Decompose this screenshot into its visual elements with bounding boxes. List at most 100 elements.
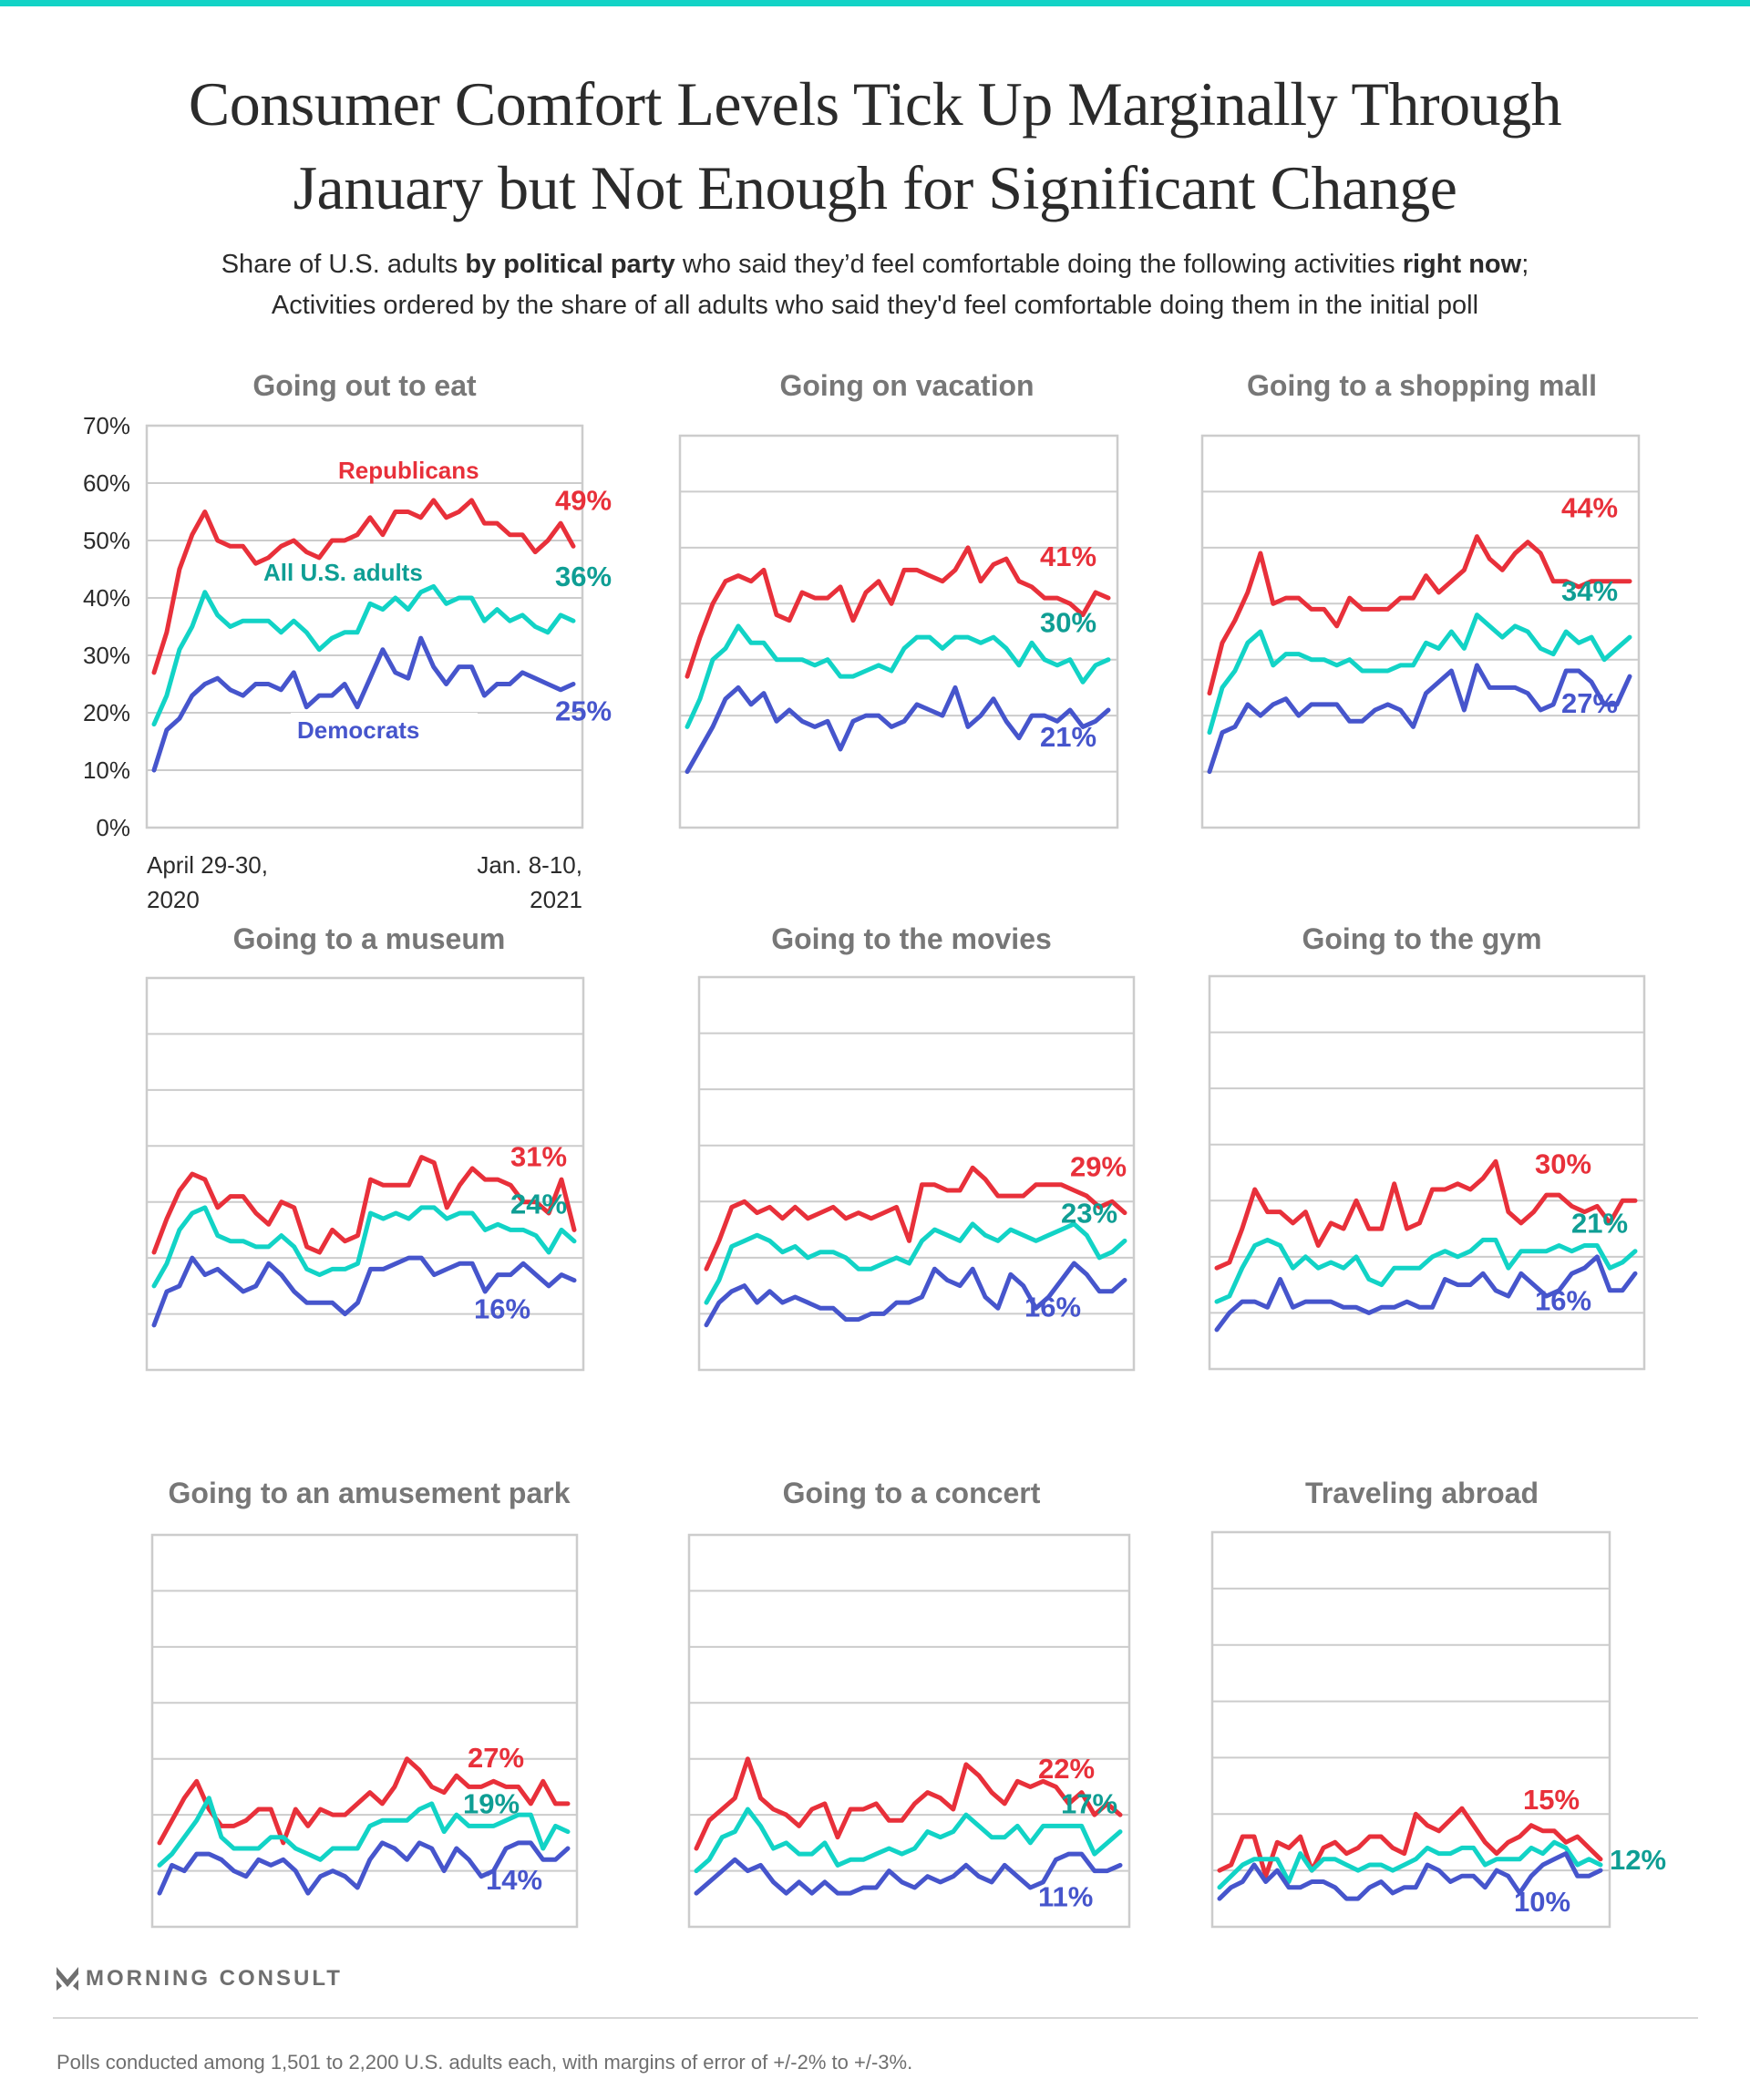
series-line-all_adults [685, 623, 1111, 729]
chart-amusement-park: 27% 19% 14% [150, 1533, 579, 1929]
series-line-democrats [1214, 1254, 1638, 1333]
chart-concert: 22%17% 11% [687, 1533, 1131, 1929]
panel-title-out-to-eat: Going out to eat [252, 369, 477, 402]
subtitle-segment: Share of U.S. adults [221, 250, 466, 279]
series-line-all_adults [1214, 1237, 1638, 1304]
plot-frame [1200, 434, 1641, 829]
plot-frame [145, 976, 585, 1372]
panel-title-museum: Going to a museum [232, 922, 506, 955]
panel-title-vacation: Going on vacation [779, 369, 1035, 402]
end-value-label-republicans: 30% [1535, 1148, 1591, 1179]
chart-vacation: 41% 30% 21% [678, 434, 1119, 829]
series-line-democrats [1207, 663, 1632, 775]
panel-title-concert: Going to a concert [782, 1477, 1041, 1509]
plot-frame [150, 1533, 579, 1929]
end-value-label-democrats: 11% [1038, 1880, 1093, 1912]
series-line-republicans [157, 1756, 571, 1846]
end-value-label-all_adults: 12% [1610, 1844, 1666, 1876]
title-line-2: January but Not Enough for Significant C… [293, 153, 1457, 222]
end-value-label-republicans: 29% [1070, 1151, 1127, 1183]
series-line-democrats [1217, 1851, 1603, 1901]
end-value-label-democrats: 16% [1535, 1284, 1591, 1316]
series-line-all_adults [1207, 612, 1632, 736]
series-line-republicans [1207, 534, 1632, 696]
x-start-label: 2020 [147, 886, 200, 913]
page-title: Consumer Comfort Levels Tick Up Marginal… [0, 62, 1750, 230]
chart-movies: 29% 23% 16% [697, 975, 1136, 1372]
series-line-democrats [704, 1261, 1127, 1328]
morning-consult-logo-icon [57, 1967, 78, 1991]
subtitle-segment: ; [1521, 250, 1529, 279]
series-line-republicans [1217, 1806, 1603, 1879]
series-line-all_adults [151, 1205, 577, 1289]
end-value-label-all_adults: 23% [1061, 1197, 1117, 1229]
end-value-label-republicans: 41% [1040, 540, 1096, 572]
end-value-label-all_adults: 17% [1061, 1788, 1117, 1820]
series-line-republicans [151, 1155, 577, 1255]
plot-frame [1208, 974, 1646, 1371]
top-accent-bar [0, 0, 1750, 6]
series-name-label-republicans: Republicans [338, 457, 479, 484]
series-name-label-all_adults: All U.S. adults [263, 559, 423, 586]
series-name-label-democrats: Democrats [297, 716, 419, 744]
end-value-label-republicans: 15% [1523, 1784, 1580, 1816]
series-line-democrats [151, 1255, 577, 1328]
series-line-all_adults [151, 583, 576, 727]
end-value-label-all_adults: 24% [510, 1189, 567, 1220]
chart-gym: 30% 21% 16% [1208, 974, 1646, 1371]
end-value-label-republicans: 22% [1038, 1753, 1095, 1785]
series-line-democrats [157, 1840, 571, 1896]
end-value-label-democrats: 27% [1561, 687, 1618, 719]
end-value-label-democrats: 25% [555, 695, 612, 727]
end-value-label-democrats: 16% [474, 1293, 530, 1325]
subtitle-segment: who said they’d feel comfortable doing t… [674, 250, 1403, 279]
series-line-republicans [151, 498, 576, 675]
series-line-republicans [685, 545, 1111, 679]
end-value-label-republicans: 31% [510, 1140, 567, 1172]
end-value-label-republicans: 27% [468, 1742, 524, 1774]
plot-frame [687, 1533, 1131, 1929]
plot-frame [1210, 1530, 1611, 1929]
y-tick-label: 0% [96, 814, 130, 841]
x-end-label: 2021 [530, 886, 582, 913]
y-tick-label: 50% [83, 527, 130, 554]
x-end-label: Jan. 8-10, [477, 851, 582, 879]
panel-title-movies: Going to the movies [771, 922, 1052, 955]
panel-title-gym: Going to the gym [1302, 922, 1542, 955]
footnote: Polls conducted among 1,501 to 2,200 U.S… [57, 2051, 913, 2074]
series-line-all_adults [157, 1796, 571, 1868]
label-backing [291, 713, 478, 746]
end-value-label-all_adults: 34% [1561, 575, 1618, 607]
y-tick-label: 30% [83, 642, 130, 669]
chart-traveling-abroad: 15% 12% 10% [1210, 1530, 1666, 1929]
chart-museum: 31% 24% 16% [145, 976, 585, 1372]
panel-title-amusement-park: Going to an amusement park [168, 1477, 571, 1509]
series-line-republicans [704, 1165, 1127, 1271]
series-line-republicans [694, 1756, 1123, 1851]
title-line-1: Consumer Comfort Levels Tick Up Marginal… [188, 69, 1562, 139]
end-value-label-all_adults: 36% [555, 561, 612, 592]
y-tick-label: 70% [83, 412, 130, 439]
subtitle-emphasis: right now [1402, 250, 1522, 279]
chart-out-to-eat: 0% 10% 20% 30% 40% 50% 60% 70% April 29-30, 2020 J… [83, 412, 612, 913]
end-value-label-republicans: 44% [1561, 492, 1618, 524]
y-tick-label: 60% [83, 469, 130, 497]
footer-divider [53, 2017, 1698, 2019]
subtitle-line-2: Activities ordered by the share of all a… [271, 291, 1479, 320]
series-line-all_adults [694, 1807, 1123, 1874]
end-value-label-all_adults: 30% [1040, 607, 1096, 639]
subtitle-line-1: Share of U.S. adults by political party … [0, 244, 1750, 285]
x-start-label: April 29-30, [147, 851, 268, 879]
y-tick-label: 40% [83, 584, 130, 612]
series-line-all_adults [1217, 1839, 1603, 1890]
end-value-label-democrats: 21% [1040, 721, 1096, 753]
end-value-label-democrats: 10% [1514, 1886, 1570, 1918]
plot-frame [697, 975, 1136, 1372]
y-tick-label: 20% [83, 699, 130, 726]
series-line-democrats [694, 1851, 1123, 1896]
plot-frame [678, 434, 1119, 829]
series-line-democrats [685, 685, 1111, 775]
brand-logo: MORNING CONSULT [57, 1966, 343, 1992]
end-value-label-republicans: 49% [555, 484, 612, 516]
y-tick-label: 10% [83, 757, 130, 784]
